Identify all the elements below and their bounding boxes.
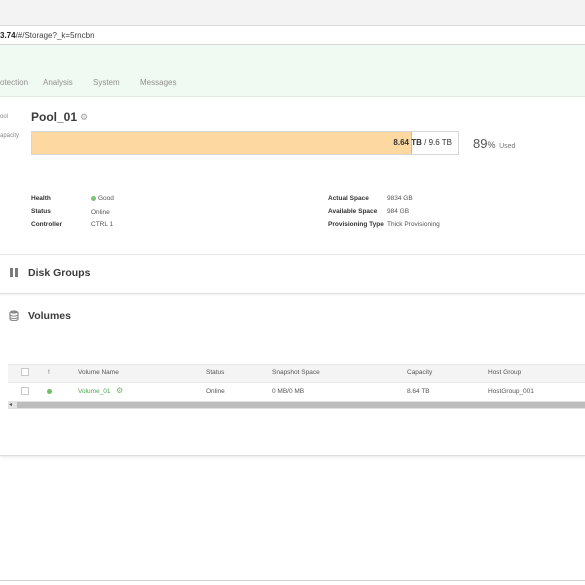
horizontal-scrollbar[interactable]: ◂ — [8, 401, 585, 409]
disk-group-icon — [10, 268, 18, 277]
gear-icon[interactable]: ⚙ — [80, 112, 89, 122]
used-label: Used — [499, 143, 516, 150]
used-percentage: 89% Used — [473, 136, 515, 151]
used-percent-sign: % — [487, 140, 496, 150]
status-label: Status — [31, 208, 51, 215]
status-dot-icon — [47, 389, 52, 394]
row-checkbox[interactable] — [21, 387, 29, 395]
capacity-bar: 8.64 TB / 9.6 TB — [31, 131, 459, 155]
disk-groups-panel — [0, 255, 585, 294]
capacity-total: 9.6 TB — [428, 138, 452, 147]
column-header-host-group[interactable]: Host Group — [488, 369, 522, 376]
volume-status: Online — [206, 388, 225, 395]
pool-side-label: ool — [0, 114, 9, 120]
capacity-bar-fill — [32, 132, 412, 154]
column-header-status[interactable]: Status — [206, 369, 225, 376]
volume-capacity: 8.64 TB — [407, 388, 430, 395]
nav-band — [0, 45, 585, 97]
capacity-text: 8.64 TB / 9.6 TB — [393, 138, 452, 147]
column-header-snapshot-space[interactable]: Snapshot Space — [272, 369, 320, 376]
actual-space-value: 9834 GB — [387, 195, 413, 202]
health-value-text: Good — [98, 195, 114, 202]
volume-host-group: HostGroup_001 — [488, 388, 534, 395]
volumes-title[interactable]: Volumes — [28, 310, 71, 322]
address-bar[interactable]: 3.74/#/Storage?_k=5rncbn — [0, 27, 585, 45]
status-dot-icon — [91, 195, 96, 201]
status-value: Online — [91, 209, 110, 216]
provisioning-type-value: Thick Provisioning — [387, 221, 440, 228]
volume-snapshot-space: 0 MB/0 MB — [272, 388, 305, 395]
tab-protection[interactable]: otection — [0, 78, 29, 87]
gear-icon[interactable]: ⚙ — [116, 386, 124, 395]
tab-analysis[interactable]: Analysis — [43, 78, 73, 87]
column-header-volume-name[interactable]: Volume Name — [78, 369, 119, 376]
pool-panel — [0, 97, 585, 255]
pool-title: Pool_01 — [31, 110, 78, 124]
column-header-alert[interactable]: ! — [48, 369, 50, 376]
provisioning-type-label: Provisioning Type — [328, 221, 384, 228]
tab-messages[interactable]: Messages — [140, 78, 177, 87]
bottom-divider — [0, 580, 585, 581]
select-all-checkbox[interactable] — [21, 368, 29, 376]
controller-value: CTRL 1 — [91, 221, 114, 228]
capacity-separator: / — [424, 138, 427, 147]
controller-label: Controller — [31, 221, 63, 228]
volumes-panel — [0, 294, 585, 456]
used-percent-value: 89 — [473, 136, 488, 151]
chevron-left-icon[interactable]: ◂ — [9, 402, 13, 408]
table-header — [8, 364, 585, 383]
url-host: 3.74 — [0, 31, 16, 40]
actual-space-label: Actual Space — [328, 195, 369, 202]
health-label: Health — [31, 195, 51, 202]
url-path: /#/Storage?_k=5rncbn — [15, 31, 95, 40]
browser-top-strip — [0, 0, 585, 26]
tab-system[interactable]: System — [93, 78, 120, 87]
available-space-value: 984 GB — [387, 208, 410, 215]
scrollbar-thumb[interactable] — [17, 402, 585, 408]
disk-groups-title[interactable]: Disk Groups — [28, 267, 91, 279]
database-icon — [9, 310, 19, 321]
available-space-label: Available Space — [328, 208, 378, 215]
capacity-side-label: apacity — [0, 133, 20, 139]
capacity-used: 8.64 TB — [393, 138, 422, 147]
volume-name-link[interactable]: Volume_01 — [78, 388, 111, 395]
column-header-capacity[interactable]: Capacity — [407, 369, 433, 376]
health-value: Good — [91, 195, 114, 202]
